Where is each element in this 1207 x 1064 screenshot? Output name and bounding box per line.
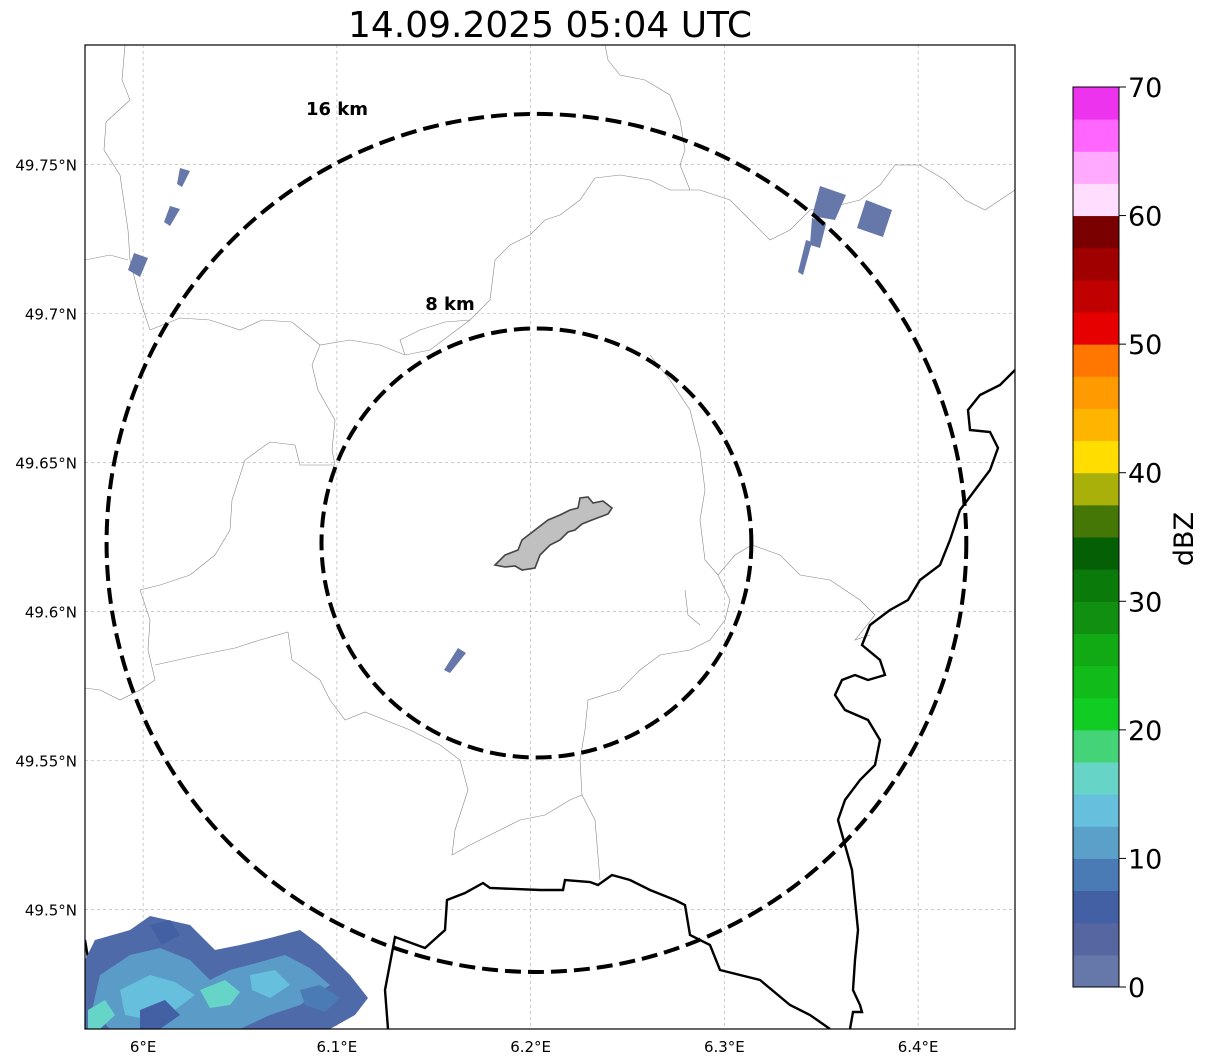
lat-tick-label: 49.55°N bbox=[15, 753, 77, 771]
lat-tick-label: 49.7°N bbox=[25, 305, 77, 323]
colorbar: 0 10 20 30 40 50 60 70 dBZ bbox=[1072, 73, 1200, 1004]
lat-tick-label: 49.75°N bbox=[15, 156, 77, 174]
border-line bbox=[833, 369, 1015, 1029]
colorbar-bin bbox=[1073, 472, 1119, 506]
echo-cell bbox=[857, 200, 892, 237]
echo-cell bbox=[798, 240, 812, 275]
colorbar-bin bbox=[1073, 858, 1119, 892]
border-line bbox=[383, 873, 831, 1029]
municipal-boundaries bbox=[85, 45, 1015, 881]
latitude-tick-labels: 49.75°N 49.7°N 49.65°N 49.6°N 49.55°N 49.5°N bbox=[15, 156, 77, 919]
range-ring-16km bbox=[104, 111, 969, 975]
colorbar-bin bbox=[1073, 247, 1119, 281]
colorbar-bin bbox=[1073, 601, 1119, 634]
lon-tick-label: 6.1°E bbox=[316, 1038, 357, 1056]
colorbar-bins bbox=[1073, 87, 1119, 988]
colorbar-tick-label: 20 bbox=[1128, 716, 1162, 747]
colorbar-tick-label: 30 bbox=[1128, 587, 1162, 618]
colorbar-bin bbox=[1073, 440, 1119, 474]
echo-cluster bbox=[85, 916, 368, 1029]
range-rings bbox=[104, 111, 969, 975]
boundary-line bbox=[579, 544, 876, 796]
colorbar-bin bbox=[1073, 794, 1119, 827]
colorbar-bin bbox=[1073, 537, 1119, 570]
colorbar-label: dBZ bbox=[1169, 512, 1200, 566]
colorbar-bin bbox=[1073, 312, 1119, 345]
colorbar-bin bbox=[1073, 344, 1119, 377]
colorbar-bin bbox=[1073, 826, 1119, 859]
lat-tick-label: 49.65°N bbox=[15, 454, 77, 472]
colorbar-bin bbox=[1073, 954, 1119, 988]
colorbar-tick-label: 0 bbox=[1128, 973, 1145, 1004]
boundary-line bbox=[684, 589, 701, 626]
lon-tick-label: 6.4°E bbox=[898, 1038, 939, 1056]
colorbar-ticks: 0 10 20 30 40 50 60 70 bbox=[1119, 73, 1162, 1004]
colorbar-bin bbox=[1073, 762, 1119, 795]
lon-tick-label: 6°E bbox=[130, 1038, 157, 1056]
urban-area bbox=[493, 496, 614, 571]
colorbar-bin bbox=[1073, 87, 1119, 120]
map-frame bbox=[84, 44, 1016, 1030]
colorbar-tick-label: 50 bbox=[1128, 330, 1162, 361]
colorbar-frame bbox=[1072, 86, 1120, 988]
echo-cell bbox=[128, 253, 148, 277]
echo-cell bbox=[810, 218, 826, 248]
boundary-line bbox=[649, 354, 719, 576]
colorbar-bin bbox=[1073, 183, 1119, 217]
colorbar-bin bbox=[1073, 279, 1119, 313]
colorbar-bin bbox=[1073, 697, 1119, 731]
echo-cell bbox=[812, 186, 846, 220]
colorbar-bin bbox=[1073, 890, 1119, 924]
boundary-line bbox=[103, 45, 1015, 356]
colorbar-bin bbox=[1073, 504, 1119, 538]
colorbar-bin bbox=[1073, 376, 1119, 409]
colorbar-tick-label: 40 bbox=[1128, 459, 1162, 490]
boundary-line bbox=[604, 45, 691, 191]
colorbar-bin bbox=[1073, 408, 1119, 442]
colorbar-tick-label: 10 bbox=[1128, 844, 1162, 875]
colorbar-bin bbox=[1073, 569, 1119, 602]
lon-tick-label: 6.3°E bbox=[704, 1038, 745, 1056]
colorbar-tick-label: 70 bbox=[1128, 73, 1162, 104]
boundary-line bbox=[399, 319, 471, 356]
colorbar-bin bbox=[1073, 922, 1119, 956]
colorbar-bin bbox=[1073, 633, 1119, 667]
colorbar-bin bbox=[1073, 215, 1119, 249]
radar-echoes bbox=[128, 168, 892, 673]
range-ring-label: 16 km bbox=[306, 99, 368, 120]
map-title: 14.09.2025 05:04 UTC bbox=[348, 5, 752, 46]
lat-tick-label: 49.6°N bbox=[25, 604, 77, 622]
colorbar-bin bbox=[1073, 729, 1119, 763]
colorbar-bin bbox=[1073, 119, 1119, 152]
echo-cell bbox=[164, 206, 180, 226]
colorbar-bin bbox=[1073, 665, 1119, 699]
boundary-line bbox=[154, 631, 601, 881]
colorbar-bin bbox=[1073, 151, 1119, 184]
lon-tick-label: 6.2°E bbox=[510, 1038, 551, 1056]
range-ring-label: 8 km bbox=[425, 294, 475, 315]
boundary-line bbox=[85, 254, 129, 261]
echo-cell bbox=[177, 168, 190, 187]
range-ring-8km bbox=[319, 326, 754, 760]
lat-tick-label: 49.5°N bbox=[25, 902, 77, 920]
boundary-line bbox=[85, 344, 336, 701]
longitude-tick-labels: 6°E 6.1°E 6.2°E 6.3°E 6.4°E bbox=[130, 1038, 939, 1056]
colorbar-tick-label: 60 bbox=[1128, 202, 1162, 233]
map-panel[interactable]: 8 km 16 km bbox=[84, 44, 1016, 1030]
echo-cell bbox=[444, 648, 466, 673]
